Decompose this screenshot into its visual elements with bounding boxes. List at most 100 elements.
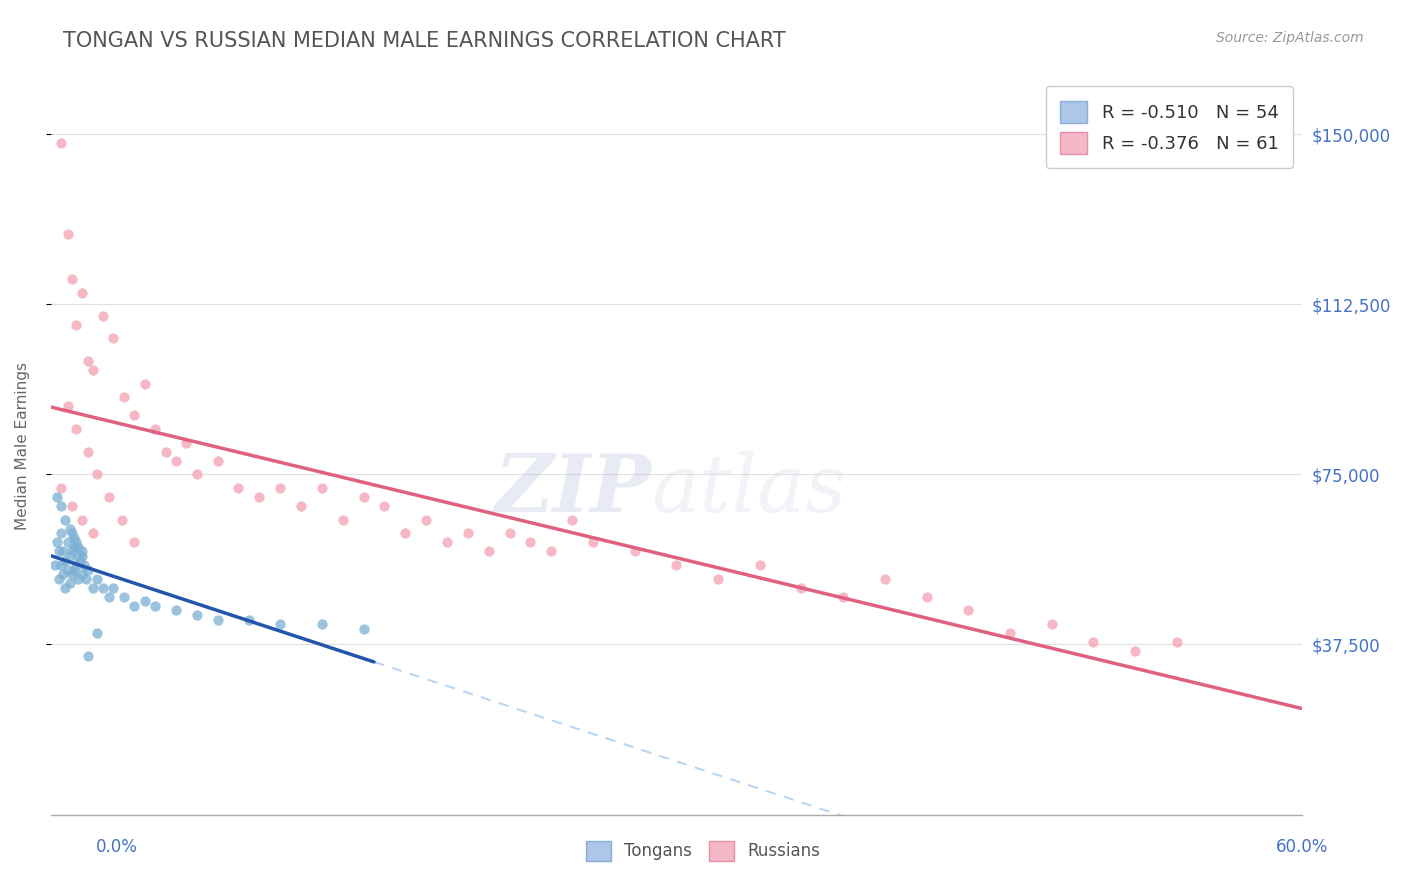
Point (77, 648, 100, 663)
Text: 60.0%: 60.0% (1277, 838, 1329, 855)
Point (59, 549, 82, 563)
Point (77, 444, 100, 458)
Text: 0.0%: 0.0% (96, 838, 138, 855)
Point (436, 535, 458, 549)
Point (1166, 635, 1188, 649)
Point (332, 513, 354, 527)
Point (86, 467, 108, 482)
Point (519, 535, 541, 549)
Point (66, 572, 89, 586)
Point (51, 499, 73, 513)
Point (540, 544, 562, 558)
Point (59, 522, 82, 536)
Point (457, 526, 479, 541)
Point (69, 553, 91, 567)
Point (62, 540, 84, 554)
Point (60, 272, 83, 286)
Point (143, 599, 166, 613)
Point (311, 481, 333, 495)
Point (55, 581, 77, 595)
Point (98, 590, 121, 604)
Point (498, 526, 520, 541)
Point (98, 490, 121, 504)
Point (51, 526, 73, 541)
Point (165, 454, 187, 468)
Point (478, 544, 501, 558)
Point (60, 499, 83, 513)
Point (561, 513, 583, 527)
Point (873, 572, 896, 586)
Point (207, 454, 229, 468)
Point (582, 535, 605, 549)
Point (51, 481, 73, 495)
Point (46, 535, 69, 549)
Point (48, 572, 70, 586)
Point (134, 376, 156, 391)
Point (52, 567, 75, 582)
Point (112, 390, 135, 404)
Point (207, 613, 229, 627)
Point (82, 526, 104, 541)
Point (103, 331, 125, 345)
Text: TONGAN VS RUSSIAN MEDIAN MALE EARNINGS CORRELATION CHART: TONGAN VS RUSSIAN MEDIAN MALE EARNINGS C… (63, 31, 786, 51)
Point (186, 467, 208, 482)
Point (56, 563, 79, 577)
Point (86, 626, 108, 640)
Point (91, 309, 114, 323)
Point (353, 490, 375, 504)
Point (238, 613, 260, 627)
Point (373, 499, 395, 513)
Legend: R = -0.510   N = 54, R = -0.376   N = 61: R = -0.510 N = 54, R = -0.376 N = 61 (1046, 87, 1294, 169)
Point (832, 590, 855, 604)
Point (311, 617, 333, 632)
Point (186, 607, 208, 622)
Point (394, 526, 416, 541)
Point (143, 422, 166, 436)
Point (957, 603, 980, 617)
Point (290, 499, 312, 513)
Point (59, 576, 82, 591)
Point (66, 549, 89, 563)
Point (60, 544, 83, 558)
Point (665, 558, 688, 572)
Point (56, 535, 79, 549)
Point (56, 400, 79, 414)
Point (60, 567, 83, 582)
Point (75, 572, 97, 586)
Point (82, 363, 104, 377)
Point (353, 622, 375, 636)
Point (70, 567, 93, 582)
Point (70, 549, 93, 563)
Legend: Tongans, Russians: Tongans, Russians (579, 834, 827, 868)
Point (1083, 635, 1105, 649)
Point (77, 563, 100, 577)
Point (48, 544, 70, 558)
Point (790, 581, 813, 595)
Y-axis label: Median Male Earnings: Median Male Earnings (15, 362, 30, 530)
Text: ZIP: ZIP (495, 451, 651, 529)
Text: atlas: atlas (651, 451, 846, 529)
Point (915, 590, 938, 604)
Point (269, 481, 291, 495)
Point (269, 617, 291, 632)
Point (165, 603, 187, 617)
Point (65, 558, 87, 572)
Point (415, 513, 437, 527)
Point (52, 544, 75, 558)
Point (103, 581, 125, 595)
Point (77, 354, 100, 368)
Point (60, 526, 83, 541)
Point (56, 227, 79, 241)
Point (112, 590, 135, 604)
Point (122, 599, 145, 613)
Point (86, 572, 108, 586)
Point (122, 409, 145, 423)
Point (155, 444, 177, 458)
Point (70, 544, 93, 558)
Point (1123, 644, 1146, 658)
Point (55, 513, 77, 527)
Point (66, 540, 89, 554)
Point (46, 490, 69, 504)
Text: Source: ZipAtlas.com: Source: ZipAtlas.com (1216, 31, 1364, 45)
Point (134, 594, 156, 608)
